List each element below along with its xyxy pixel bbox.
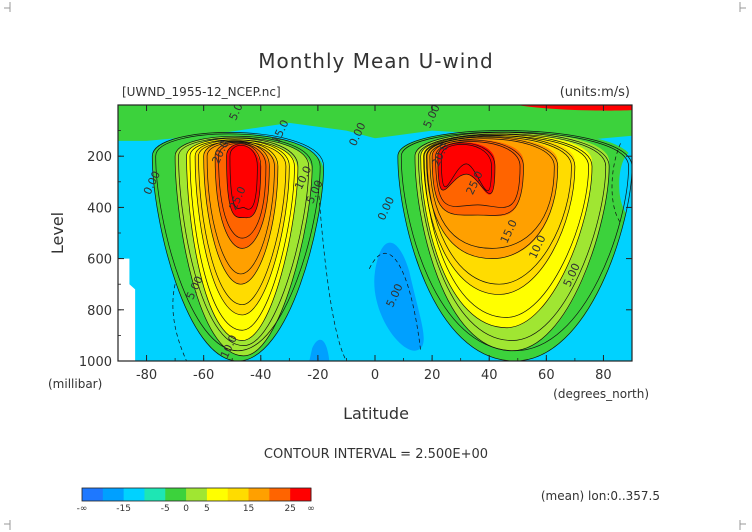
contour-line: [226, 143, 262, 219]
contour-line: [178, 137, 310, 346]
colorbar-tick-label: ∞: [307, 504, 315, 514]
contour-line: [151, 132, 324, 361]
contour-line: [214, 141, 270, 249]
colorbar-swatch: [102, 488, 125, 501]
x-axis-label: Latitude: [343, 404, 409, 423]
sh-jet-band-6: [226, 144, 261, 218]
contour-line: [429, 138, 555, 249]
x-tick-label: -60: [193, 368, 214, 383]
colorbar-swatch: [165, 488, 187, 501]
y-axis-label: Level: [48, 212, 67, 254]
colorbar-tick-label: -15: [116, 504, 131, 514]
x-tick-label: 80: [595, 368, 612, 383]
y-units-label: (millibar): [48, 377, 102, 391]
contour-label: 0.00: [632, 175, 645, 200]
colorbar-swatch: [290, 488, 312, 501]
colorbar-swatch: [123, 488, 145, 501]
contour-line: [423, 135, 589, 318]
contour-line: [414, 132, 610, 352]
contour-line: [437, 142, 496, 194]
contour-line: [174, 135, 313, 357]
contour-line: [229, 144, 258, 210]
contour-line: [186, 137, 299, 341]
negative-contour: [317, 181, 347, 361]
x-tick-label: -80: [136, 368, 157, 383]
colorbar-tick-label: -∞: [77, 504, 88, 514]
y-tick-label: 200: [87, 150, 112, 165]
colorbar-swatch: [82, 488, 104, 501]
colorbar-swatch: [186, 488, 208, 501]
tropical-easterly: [374, 242, 424, 351]
contour-line: [431, 139, 524, 216]
colorbar-tick-label: 0: [183, 504, 189, 514]
colorbar: -∞ -15 -5 0 5 15 25 ∞: [77, 487, 315, 514]
missing-data: [118, 258, 136, 361]
contour-field: [118, 105, 632, 361]
colorbar-swatch: [269, 488, 291, 501]
contour-line: [423, 134, 576, 295]
contour-line: [420, 134, 593, 329]
contour-line: [206, 142, 275, 275]
y-tick-label: 1000: [79, 355, 112, 370]
contour-line: [440, 144, 492, 192]
y-tick-label: 600: [87, 253, 112, 268]
x-tick-label: 0: [371, 368, 379, 383]
contour-interval-text: CONTOUR INTERVAL = 2.500E+00: [264, 447, 488, 462]
colorbar-frame: [81, 487, 312, 502]
negative-contour: [611, 143, 621, 223]
negative-contour: [368, 253, 422, 351]
file-label: [UWND_1955-12_NCEP.nc]: [122, 85, 281, 99]
chart-title: Monthly Mean U-wind: [258, 49, 493, 73]
colorbar-swatch: [206, 488, 229, 501]
colorbar-tick-label: 5: [204, 504, 210, 514]
colorbar-swatch: [227, 488, 250, 501]
x-tick-label: 40: [481, 368, 498, 383]
contour-line: [198, 141, 287, 306]
contour-line: [203, 140, 279, 285]
contour-line: [189, 139, 295, 331]
x-tick-label: -20: [307, 368, 328, 383]
negative-contour: [172, 284, 187, 361]
nh-jet-band-6: [437, 142, 495, 195]
footer-note: (mean) lon:0..357.5: [541, 489, 660, 503]
colorbar-tick-label: 15: [243, 504, 254, 514]
units-label: (units:m/s): [560, 85, 630, 100]
y-tick-label: 800: [87, 304, 112, 319]
x-units-label: (degrees_north): [553, 387, 649, 401]
colorbar-tick-label: -5: [161, 504, 170, 514]
x-tick-label: 60: [538, 368, 555, 383]
colorbar-tick-label: 25: [284, 504, 295, 514]
easterly-spot: [309, 339, 330, 361]
y-tick-label: 400: [87, 201, 112, 216]
corner-marks: [4, 2, 746, 530]
contour-line: [426, 136, 572, 285]
y-axis: 200 400 600 800 1000: [79, 130, 632, 370]
contour-line: [397, 130, 632, 361]
contour-lines: [151, 130, 632, 361]
contour-line: [418, 133, 607, 341]
contour-line: [426, 136, 559, 259]
colorbar-swatch: [144, 488, 166, 501]
x-tick-label: -40: [250, 368, 271, 383]
contour-line: [155, 133, 321, 352]
contour-line: [194, 139, 290, 316]
colorbar-swatch: [248, 488, 270, 501]
x-axis: -80 -60 -40 -20 0 20 40 60 80: [117, 105, 633, 383]
x-tick-label: 20: [424, 368, 441, 383]
contour-line: [435, 141, 521, 208]
